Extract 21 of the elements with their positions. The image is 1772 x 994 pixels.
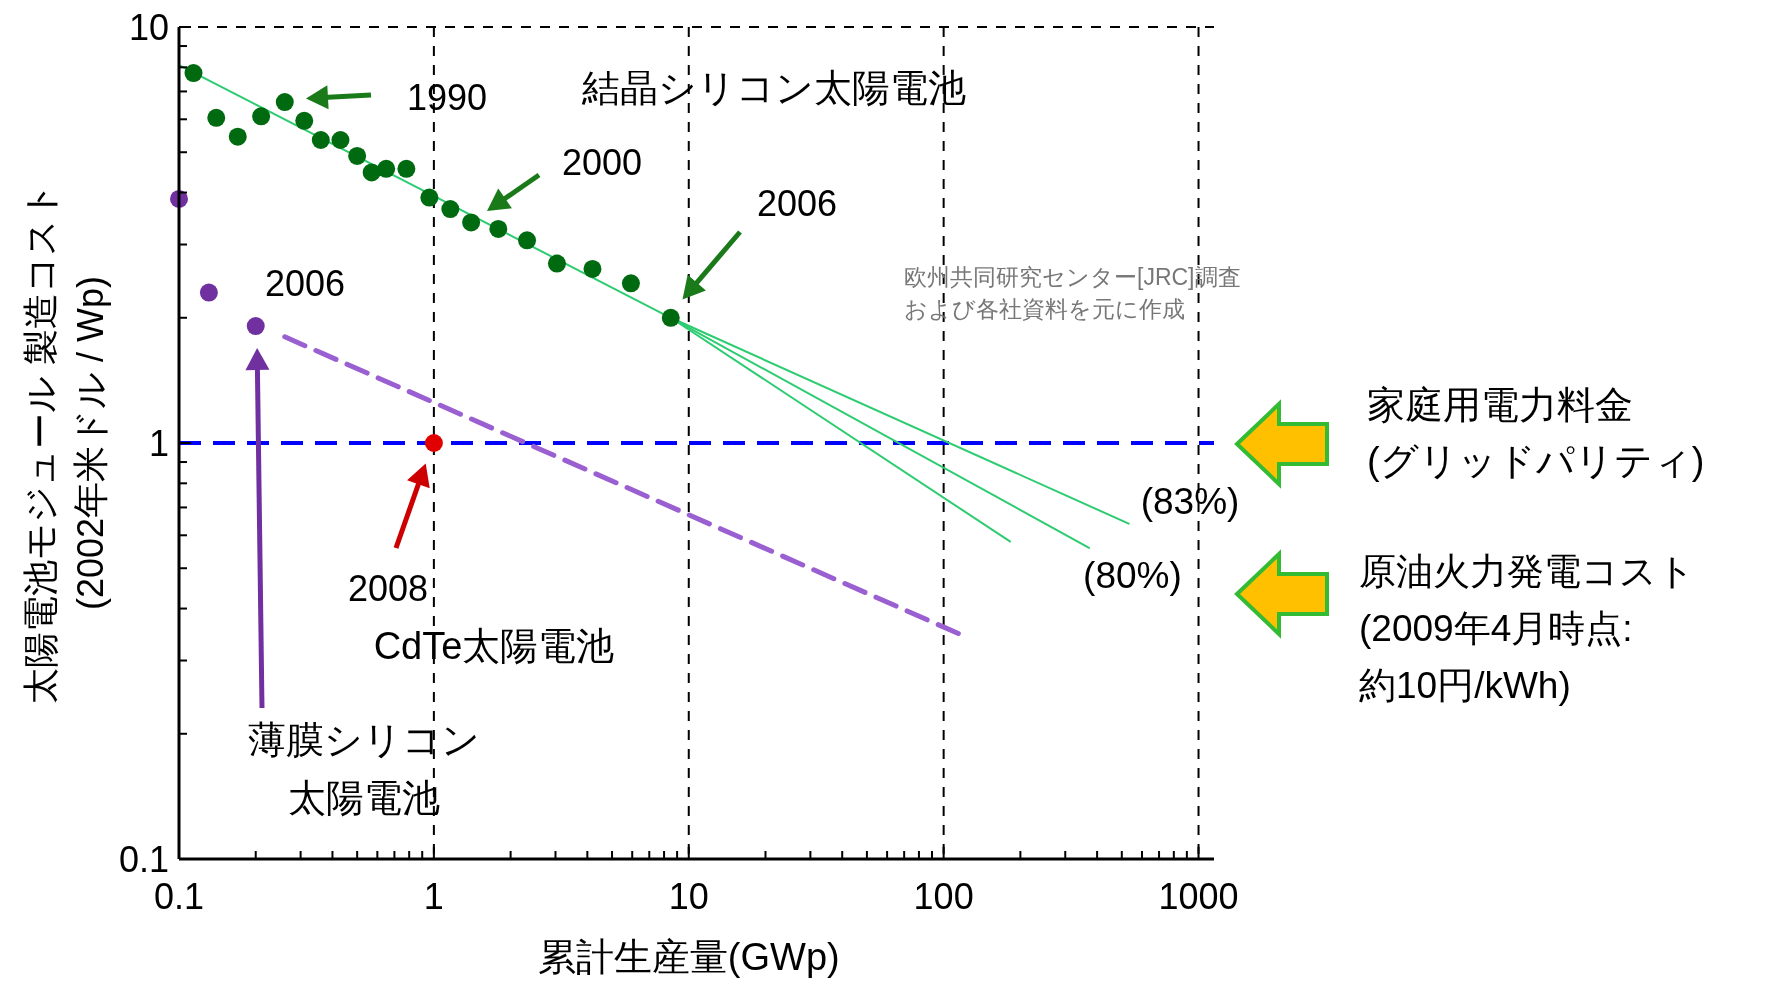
annotation: 薄膜シリコン太陽電池 (248, 719, 480, 819)
x-tick-label: 10 (668, 876, 709, 917)
annotation: 結晶シリコン太陽電池 (581, 67, 966, 109)
series-label: (80%) (1083, 554, 1182, 596)
x-axis-title: 累計生産量(GWp) (537, 936, 840, 978)
annotation: 2006 (264, 262, 346, 304)
series-label: (83%) (1140, 480, 1240, 522)
annotation: 2000 (561, 141, 643, 183)
text: 家庭用電力料金 (グリッドパリティ) (1367, 384, 1705, 482)
annotation: 欧州共同研究センター[JRC]調査および各社資料を元に作成 (904, 264, 1241, 322)
x-tick-label: 1 (423, 876, 444, 917)
y-axis-title: 太陽電池モジュール 製造コスト (2002年米ドル / Wp) (19, 182, 111, 704)
x-tick-label: 100 (913, 876, 974, 917)
annotation: CdTe太陽電池 (373, 625, 615, 667)
x-tick-label: 1000 (1158, 876, 1239, 917)
text: 原油火力発電コスト (2009年4月時点: 約10円/kWh) (1359, 550, 1695, 706)
y-tick-label: 1 (148, 422, 169, 464)
y-tick-label: 10 (128, 6, 169, 48)
annotation: 2006 (756, 182, 838, 224)
annotation: 1990 (406, 76, 488, 118)
annotation: 2008 (347, 567, 429, 609)
